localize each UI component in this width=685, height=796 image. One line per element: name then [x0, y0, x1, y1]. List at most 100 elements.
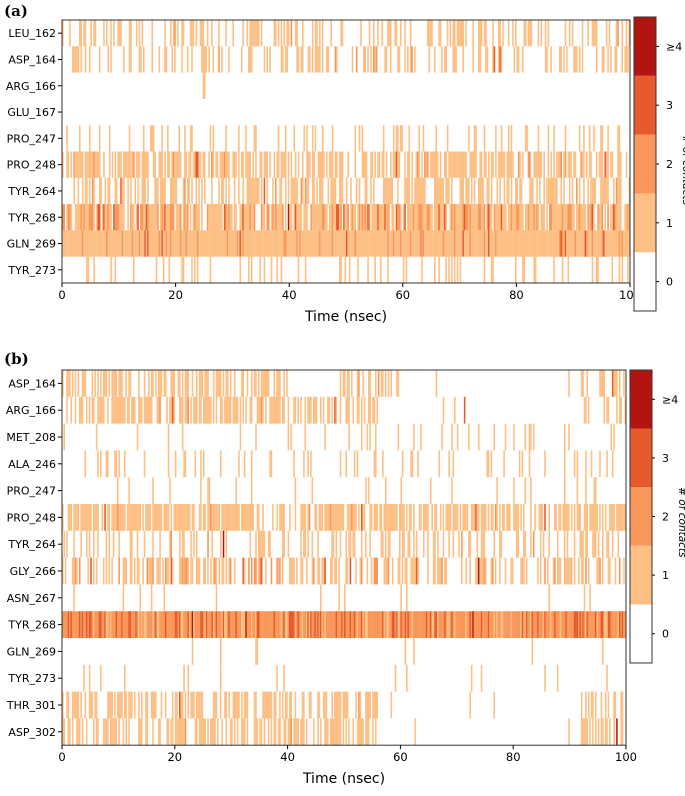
contact-cell	[140, 230, 142, 257]
contact-cell	[382, 450, 384, 478]
contact-cell	[342, 504, 345, 531]
panel-a: (a)LEU_162ASP_164ARG_166GLU_167PRO_247PR…	[4, 2, 685, 325]
contact-cell	[390, 177, 392, 205]
contact-cell	[201, 177, 203, 205]
contact-cell	[543, 151, 545, 178]
contact-cell	[446, 611, 449, 638]
contact-cell	[556, 151, 558, 178]
contact-cell	[573, 611, 576, 638]
contact-cell	[112, 504, 115, 531]
contact-cell	[71, 46, 74, 73]
contact-cell	[336, 504, 339, 531]
contact-cell	[624, 396, 627, 424]
contact-cell	[530, 177, 533, 205]
contact-cell	[218, 46, 220, 73]
contact-cell	[310, 450, 312, 478]
contact-cell	[279, 370, 281, 397]
contact-cell	[140, 396, 143, 424]
contact-cell	[535, 611, 538, 638]
contact-cell	[108, 230, 111, 257]
contact-cell	[241, 611, 243, 638]
contact-cell	[124, 230, 127, 257]
contact-cell	[401, 450, 404, 478]
contact-cell	[246, 611, 249, 638]
contact-cell	[411, 230, 413, 257]
contact-cell	[194, 230, 196, 257]
contact-cell	[516, 177, 518, 205]
contact-cell	[84, 177, 87, 205]
contact-cell	[108, 504, 111, 531]
contact-cell	[367, 477, 370, 504]
contact-cell	[317, 611, 319, 638]
contact-cell	[74, 204, 77, 231]
contact-cell	[81, 151, 84, 178]
contact-cell	[594, 177, 597, 205]
contact-cell	[196, 230, 199, 257]
contact-cell	[534, 151, 537, 178]
contact-cell	[530, 204, 533, 231]
contact-cell	[235, 230, 237, 257]
y-tick-label: TYR_268	[7, 211, 56, 224]
contact-cell	[496, 177, 499, 205]
contact-cell	[333, 204, 335, 231]
contact-cell	[458, 151, 460, 178]
contact-cell	[267, 230, 270, 257]
contact-cell	[443, 46, 446, 73]
contact-cell	[217, 718, 219, 746]
contact-cell	[544, 611, 546, 638]
contact-cell	[431, 504, 433, 531]
contact-cell	[398, 151, 401, 178]
contact-cell	[190, 530, 192, 558]
contact-cell	[376, 396, 378, 424]
contact-cell	[500, 230, 503, 257]
contact-cell	[85, 396, 88, 424]
contact-cell	[185, 230, 188, 257]
colorbar-swatch-0	[634, 252, 656, 311]
contact-cell	[614, 204, 616, 231]
contact-cell	[253, 20, 256, 47]
contact-cell	[190, 396, 192, 424]
contact-cell	[397, 204, 399, 231]
contact-cell	[158, 151, 161, 178]
contact-cell	[537, 125, 540, 152]
contact-cell	[564, 151, 567, 178]
contact-cell	[568, 230, 571, 257]
contact-cell	[232, 20, 234, 47]
contact-cell	[63, 718, 65, 746]
contact-cell	[592, 718, 594, 746]
contact-cell	[327, 611, 329, 638]
contact-cell	[540, 204, 543, 231]
y-tick-label: LEU_162	[8, 27, 56, 40]
contact-cell	[431, 204, 433, 231]
contact-cell	[317, 530, 319, 558]
contact-cell	[114, 230, 117, 257]
contact-cell	[456, 151, 459, 178]
contact-cell	[560, 204, 562, 231]
contact-cell	[219, 370, 222, 397]
contact-cell	[320, 611, 322, 638]
contact-cell	[395, 230, 398, 257]
contact-cell	[88, 664, 91, 692]
contact-cell	[352, 530, 355, 558]
contact-cell	[343, 204, 345, 231]
contact-cell	[465, 504, 467, 531]
contact-cell	[539, 504, 542, 531]
contact-cell	[618, 611, 621, 638]
contact-cell	[585, 230, 588, 257]
contact-cell	[328, 204, 331, 231]
contact-cell	[477, 557, 480, 585]
contact-cell	[485, 46, 487, 73]
contact-cell	[277, 20, 280, 47]
contact-cell	[297, 204, 300, 231]
contact-cell	[265, 396, 267, 424]
contact-cell	[113, 204, 115, 231]
contact-cell	[269, 450, 271, 478]
contact-cell	[94, 151, 97, 178]
contact-cell	[177, 370, 180, 397]
contact-cell	[411, 151, 413, 178]
contact-cell	[605, 151, 608, 178]
contact-cell	[195, 20, 198, 47]
contact-cell	[310, 611, 312, 638]
contact-cell	[424, 177, 426, 205]
contact-cell	[540, 20, 543, 47]
